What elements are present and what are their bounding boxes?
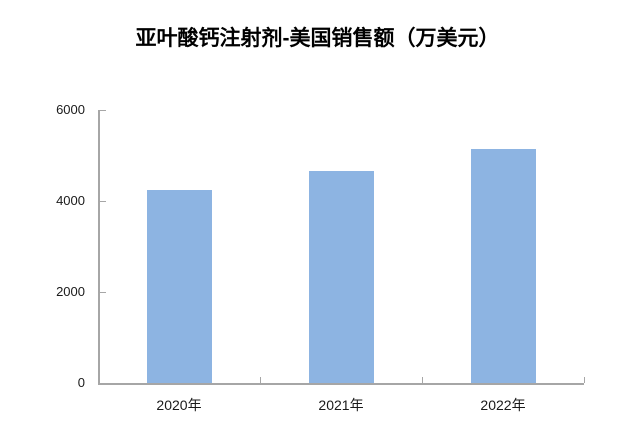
y-axis-tick-label: 2000	[56, 284, 85, 299]
y-axis-tick	[99, 109, 106, 111]
y-axis-tick-label: 4000	[56, 193, 85, 208]
x-axis-line	[98, 383, 584, 385]
x-axis-label: 2021年	[318, 397, 364, 413]
x-axis-tick	[421, 377, 423, 383]
bar	[308, 171, 374, 383]
x-axis-label: 2020年	[156, 397, 202, 413]
bar	[146, 189, 212, 383]
y-axis-tick	[99, 200, 106, 202]
x-axis-tick	[259, 377, 261, 383]
bar	[470, 148, 536, 383]
x-axis-tick	[583, 377, 585, 383]
y-axis-tick-label: 0	[77, 375, 85, 390]
y-axis-line	[98, 110, 100, 385]
x-axis-label: 2022年	[480, 397, 526, 413]
x-axis-tick	[97, 377, 99, 383]
chart-title: 亚叶酸钙注射剂-美国销售额（万美元）	[135, 27, 500, 50]
y-axis-tick-label: 6000	[56, 102, 85, 117]
y-axis-tick	[99, 291, 106, 293]
